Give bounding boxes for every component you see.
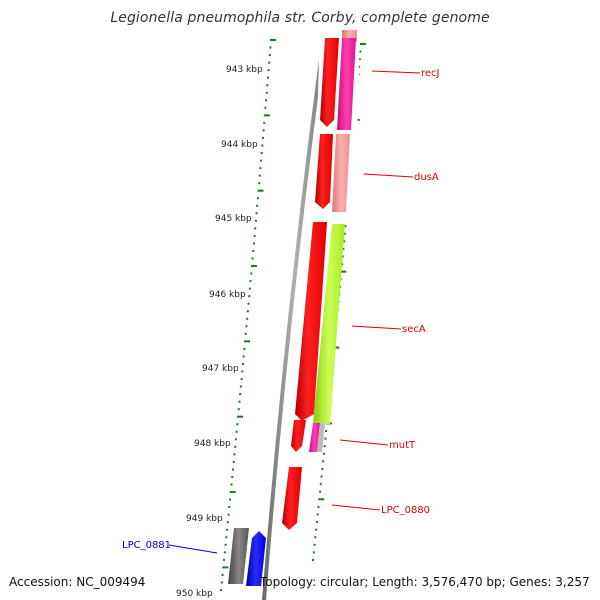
gene-features — [228, 30, 357, 586]
gene-lpc0881-gray[interactable] — [228, 528, 249, 584]
gene-mutt-feature[interactable] — [309, 423, 320, 452]
gene-label-recj[interactable]: recJ — [421, 68, 440, 79]
topology-text: Topology: circular; Length: 3,576,470 bp… — [260, 575, 590, 589]
gene-recj-feature[interactable] — [337, 38, 356, 130]
gene-lpc0880-cds[interactable] — [282, 467, 302, 530]
gene-label-dusa[interactable]: dusA — [414, 172, 439, 183]
gene-mutt-cds[interactable] — [291, 420, 306, 452]
scale-label-947: 947 kbp — [202, 364, 239, 374]
gene-label-lpc0881[interactable]: LPC_0881 — [122, 540, 171, 551]
gene-lpc0881-cds[interactable] — [246, 531, 266, 586]
scale-labels: 943 kbp 944 kbp 945 kbp 946 kbp 947 kbp … — [176, 65, 263, 599]
gene-recj-cds[interactable] — [320, 38, 339, 127]
scale-label-950: 950 kbp — [176, 589, 213, 599]
scale-label-945: 945 kbp — [215, 214, 252, 224]
scale-label-949: 949 kbp — [186, 514, 223, 524]
gene-seca-feature[interactable] — [313, 224, 345, 424]
gene-label-lpc0880[interactable]: LPC_0880 — [381, 505, 430, 516]
gene-dusa-feature[interactable] — [332, 134, 350, 212]
accession-text: Accession: NC_009494 — [9, 575, 146, 589]
genome-title: Legionella pneumophila str. Corby, compl… — [110, 10, 490, 26]
gene-dusa-cds[interactable] — [315, 134, 333, 209]
label-connectors — [168, 70, 421, 554]
scale-label-944: 944 kbp — [221, 140, 258, 150]
scale-label-943: 943 kbp — [226, 65, 263, 75]
gene-seca-cds[interactable] — [295, 222, 327, 421]
gene-labels: recJ dusA secA mutT LPC_0880 LPC_0881 — [122, 68, 440, 551]
scale-label-946: 946 kbp — [209, 290, 246, 300]
gene-label-mutt[interactable]: mutT — [389, 440, 416, 451]
genome-backbone — [262, 30, 327, 600]
gene-label-seca[interactable]: secA — [402, 324, 426, 335]
scale-label-948: 948 kbp — [194, 439, 231, 449]
